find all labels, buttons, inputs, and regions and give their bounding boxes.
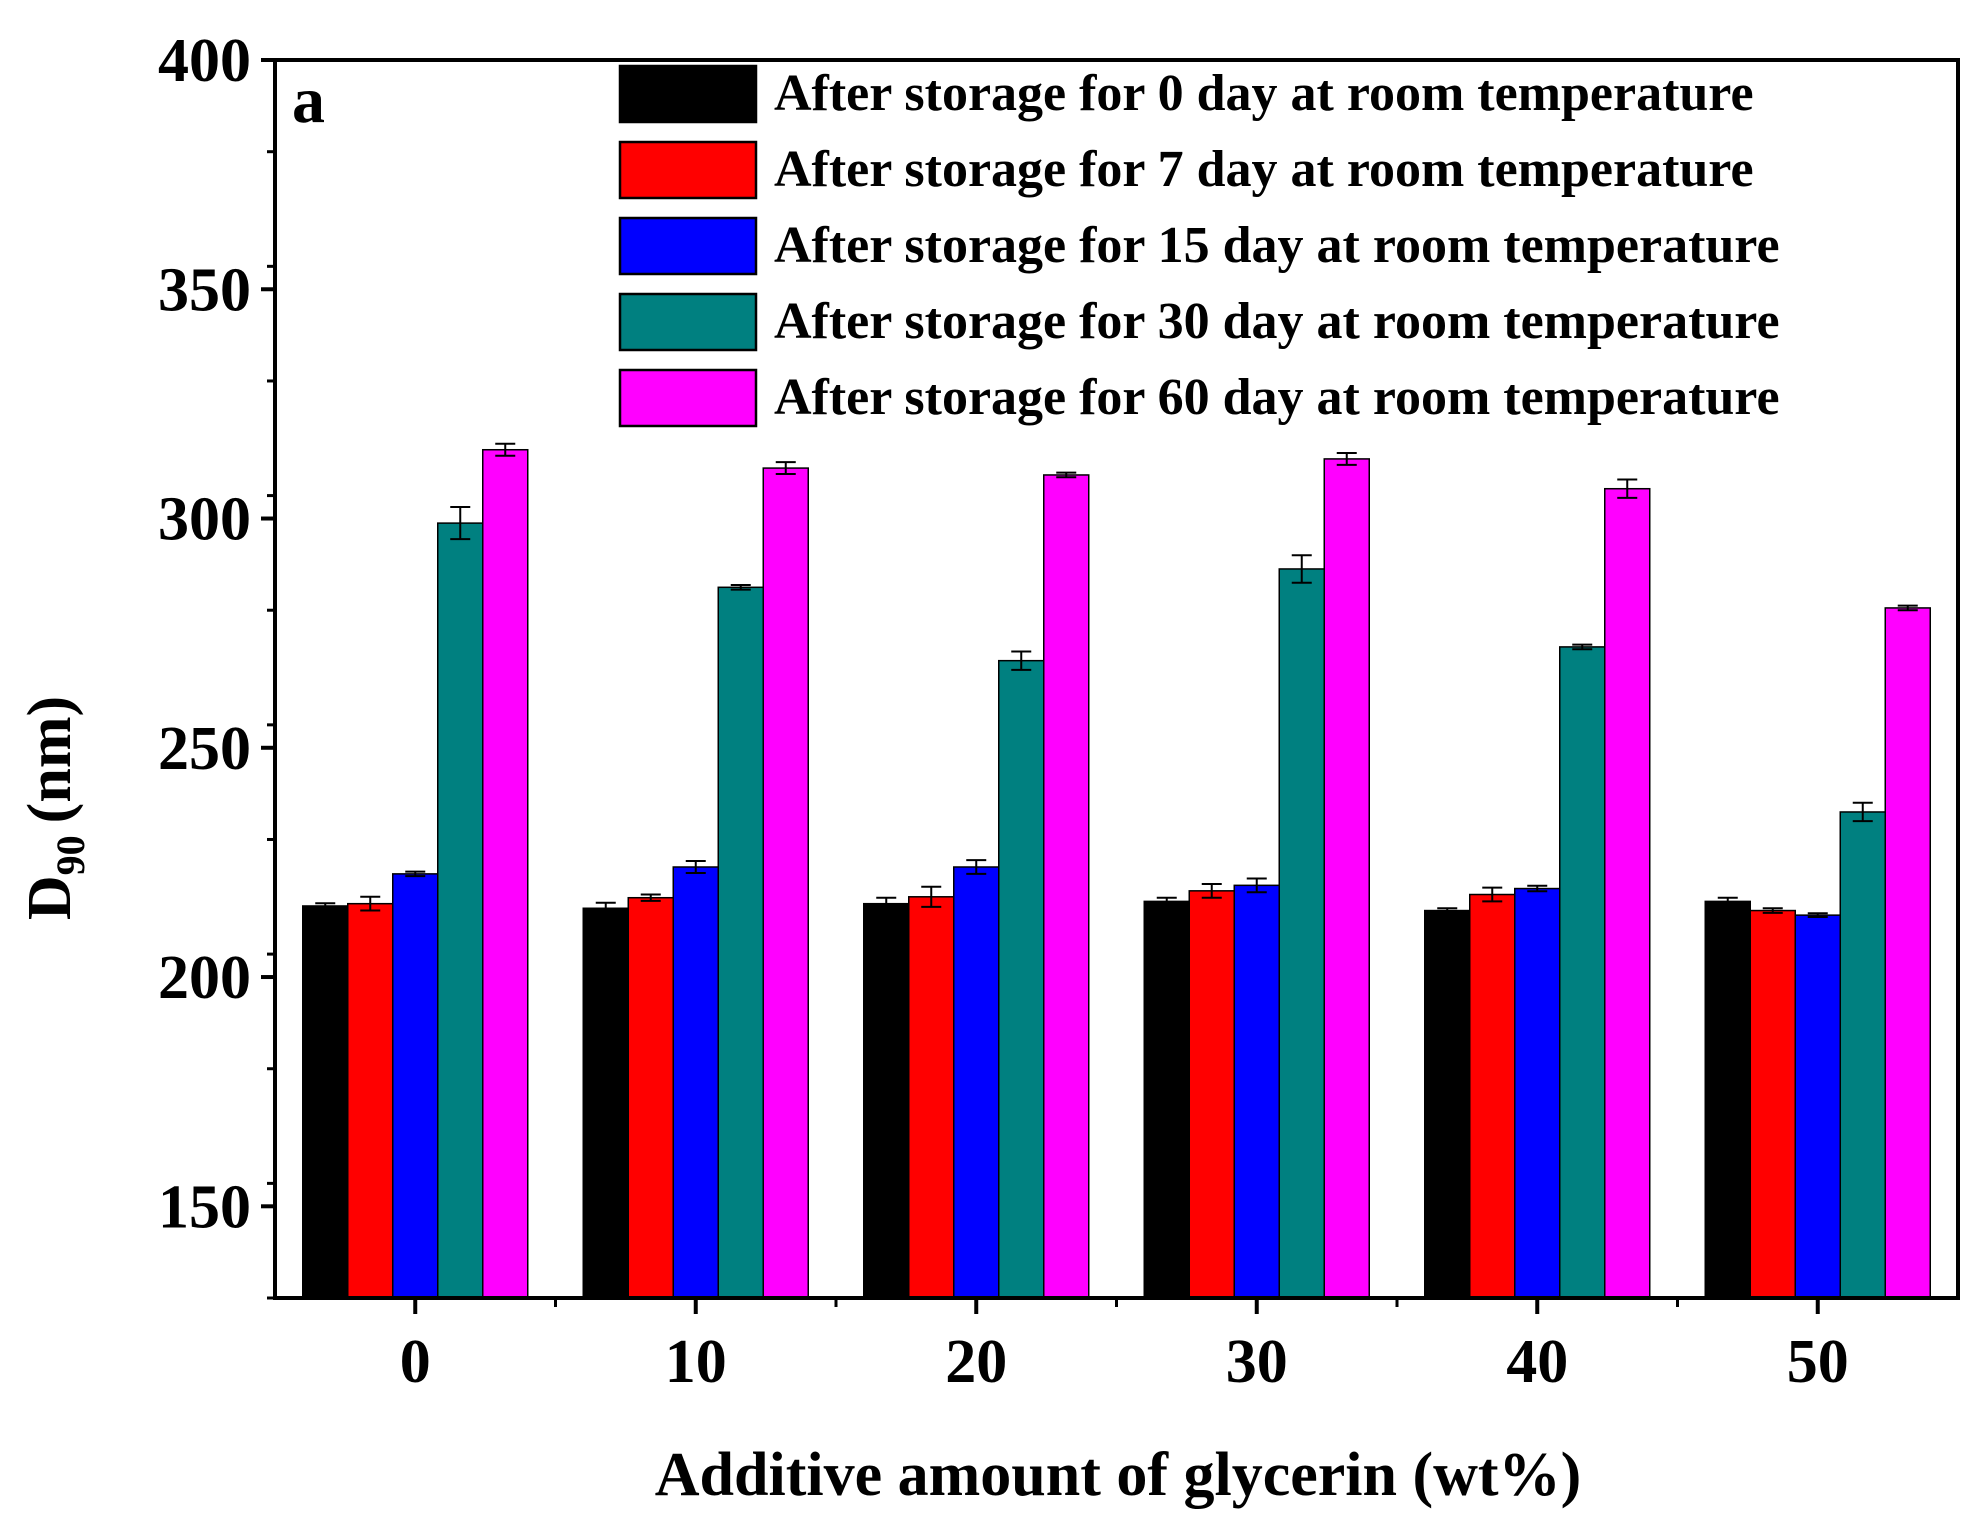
y-tick-label: 150: [158, 1173, 251, 1241]
legend-label: After storage for 15 day at room tempera…: [774, 217, 1780, 274]
y-tick-label: 400: [158, 27, 251, 95]
bar: [1323, 458, 1370, 1299]
bar: [1514, 887, 1561, 1299]
bar: [672, 866, 719, 1299]
y-axis-title-main: D: [16, 875, 84, 920]
bar: [347, 902, 394, 1299]
bar: [1233, 884, 1280, 1299]
bar: [437, 522, 484, 1299]
legend-swatch: [618, 64, 758, 124]
y-tick-label: 250: [158, 715, 251, 783]
bar: [582, 907, 629, 1299]
plot-frame: [273, 58, 1960, 1300]
legend-swatch: [618, 368, 758, 428]
x-tick-label: 40: [1506, 1328, 1568, 1396]
x-axis-ticks: 0 10 20 30 40 50: [400, 1298, 1849, 1396]
bar: [1794, 914, 1841, 1299]
x-tick-label: 20: [945, 1328, 1007, 1396]
x-axis-title: Additive amount of glycerin (wt%): [655, 1441, 1581, 1509]
bar: [1278, 568, 1325, 1299]
bar: [908, 896, 955, 1299]
legend-label: After storage for 60 day at room tempera…: [774, 369, 1780, 426]
y-tick-label: 200: [158, 944, 251, 1012]
bar: [1043, 474, 1090, 1299]
y-axis-title-unit: (nm): [16, 696, 84, 823]
y-tick-label: 350: [158, 256, 251, 324]
bar: [302, 905, 349, 1299]
panel-label: a: [292, 64, 325, 137]
x-tick-label: 50: [1787, 1328, 1849, 1396]
y-axis-title-subscript: 90: [48, 835, 93, 875]
error-bars-layer: [315, 442, 1918, 918]
bar: [998, 659, 1045, 1299]
bar: [1749, 909, 1796, 1299]
bar: [953, 866, 1000, 1299]
legend-label: After storage for 0 day at room temperat…: [774, 65, 1754, 122]
legend-swatch: [618, 140, 758, 200]
bar: [762, 467, 809, 1299]
y-tick-label: 300: [158, 486, 251, 554]
bar: [392, 873, 439, 1299]
bar: [1188, 890, 1235, 1299]
bar: [1143, 900, 1190, 1299]
bar: [1469, 893, 1516, 1299]
y-axis-ticks: 150 200 250 300 350 400: [158, 27, 275, 1300]
bar: [1424, 909, 1471, 1299]
x-tick-label: 0: [400, 1328, 431, 1396]
y-axis-title: D90 (nm): [16, 696, 93, 920]
bars-layer: [302, 448, 1931, 1299]
bar: [1839, 811, 1886, 1299]
bar: [1704, 900, 1751, 1299]
bar: [863, 902, 910, 1299]
x-tick-label: 30: [1226, 1328, 1288, 1396]
bar: [1559, 646, 1606, 1299]
legend-swatch: [618, 216, 758, 276]
x-tick-label: 10: [665, 1328, 727, 1396]
bar: [1884, 607, 1931, 1299]
bar: [627, 896, 674, 1299]
legend-label: After storage for 7 day at room temperat…: [774, 141, 1754, 198]
legend-label: After storage for 30 day at room tempera…: [774, 293, 1780, 350]
legend: After storage for 0 day at room temperat…: [618, 64, 1780, 428]
bar: [717, 586, 764, 1299]
legend-swatch: [618, 292, 758, 352]
bar: [1604, 487, 1651, 1299]
bar: [482, 448, 529, 1299]
